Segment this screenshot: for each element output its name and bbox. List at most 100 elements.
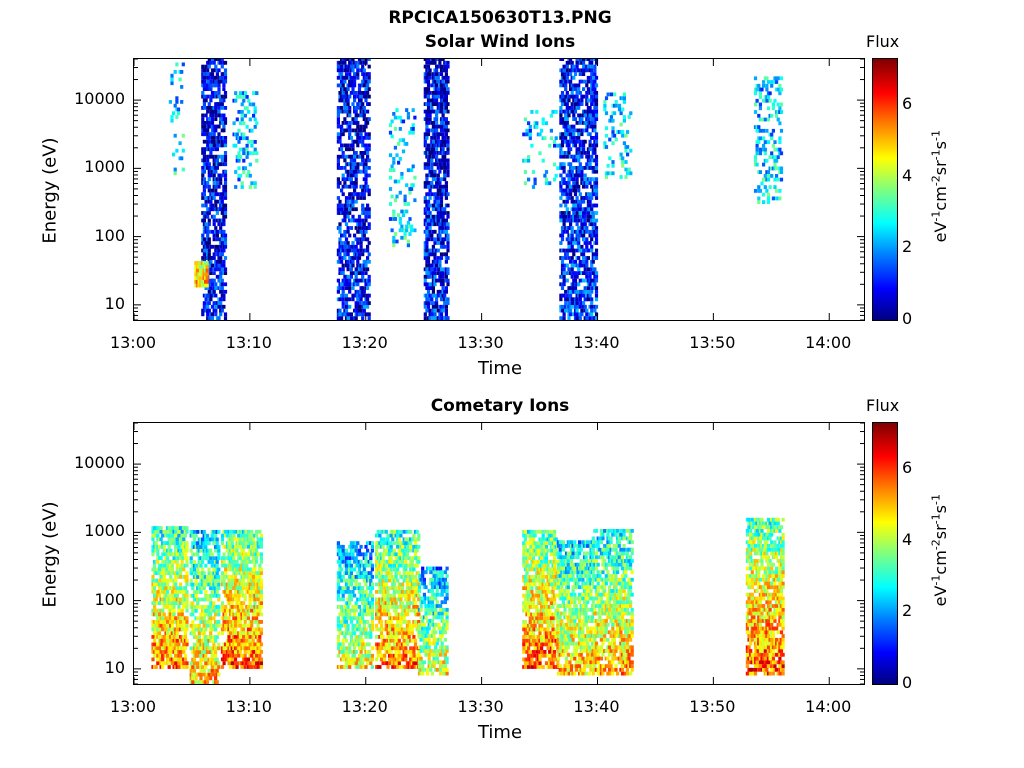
flux-cell [219, 301, 223, 305]
flux-cell [608, 137, 612, 142]
flux-cell [575, 211, 579, 215]
flux-cell [162, 548, 166, 553]
flux-cell [247, 170, 251, 174]
flux-cell [768, 98, 772, 103]
flux-cell [763, 185, 767, 189]
flux-cell [156, 635, 160, 639]
flux-cell [778, 189, 782, 193]
flux-cell [250, 623, 254, 628]
flux-cell [233, 623, 238, 628]
flux-cell [242, 132, 246, 137]
flux-cell [207, 316, 211, 320]
flux-cell [444, 308, 448, 313]
flux-cell [338, 244, 342, 249]
flux-cell [204, 657, 208, 662]
flux-cell [222, 646, 226, 651]
flux-cell [235, 95, 239, 99]
flux-cell [212, 60, 216, 65]
flux-cell [364, 259, 368, 264]
flux-cell [151, 635, 155, 639]
flux-cell [215, 147, 219, 152]
flux-cell [183, 533, 187, 538]
flux-cell [582, 68, 586, 73]
flux-cell [204, 612, 208, 617]
flux-cell [201, 196, 205, 200]
flux-cell [361, 316, 365, 320]
flux-cell [356, 72, 360, 76]
flux-cell [575, 128, 579, 133]
flux-cell [170, 608, 174, 613]
flux-cell [238, 612, 242, 617]
flux-cell [357, 214, 362, 219]
flux-cell [590, 154, 594, 159]
flux-cell [162, 593, 166, 598]
flux-cell [588, 124, 592, 129]
flux-cell [344, 316, 349, 320]
flux-cell [162, 586, 166, 590]
flux-cell [175, 627, 179, 632]
flux-cell [572, 199, 576, 204]
flux-cell [336, 162, 340, 167]
flux-cell [202, 68, 206, 73]
flux-cell [223, 143, 228, 148]
flux-cell [204, 563, 208, 568]
flux-cell [340, 64, 344, 69]
flux-cell [428, 233, 432, 238]
flux-cell [205, 638, 209, 643]
flux-cell [540, 128, 544, 133]
flux-cell [194, 582, 198, 587]
flux-cell [408, 232, 412, 236]
flux-cell [245, 541, 249, 545]
flux-cell [528, 132, 532, 137]
flux-cell [403, 194, 407, 199]
flux-cell [428, 91, 432, 95]
flux-cell [232, 597, 236, 602]
flux-cell [569, 173, 573, 178]
flux-cell [217, 177, 221, 182]
flux-cell [212, 680, 216, 684]
flux-cell [367, 136, 371, 140]
flux-cell [215, 192, 219, 197]
flux-cell [220, 136, 224, 140]
flux-cell [436, 136, 440, 140]
flux-cell [175, 107, 179, 112]
flux-cell [214, 226, 218, 230]
flux-cell [338, 72, 342, 76]
flux-cell [175, 556, 179, 560]
flux-cell [250, 620, 254, 624]
flux-cell [776, 102, 780, 107]
flux-cell [357, 136, 362, 140]
flux-cell [223, 72, 228, 76]
flux-cell [441, 278, 445, 283]
flux-cell [356, 259, 360, 264]
flux-cell [201, 151, 205, 155]
flux-cell [219, 177, 223, 182]
flux-cell [212, 139, 216, 144]
flux-cell [238, 556, 242, 560]
flux-cell [588, 143, 592, 148]
flux-cell [435, 64, 439, 69]
flux-cell [170, 533, 174, 538]
flux-cell [349, 274, 353, 279]
flux-cell [578, 143, 582, 148]
flux-cell [217, 274, 221, 279]
flux-cell [210, 128, 215, 133]
flux-cell [245, 529, 249, 534]
flux-cell [204, 556, 208, 561]
flux-cell [562, 278, 566, 283]
flux-cell [185, 541, 189, 545]
flux-cell [575, 166, 579, 170]
flux-cell [229, 631, 233, 636]
flux-cell [556, 166, 560, 171]
flux-cell [204, 199, 208, 204]
flux-cell [441, 271, 445, 275]
flux-cell [209, 620, 213, 624]
flux-cell [624, 167, 628, 172]
flux-cell [356, 271, 360, 275]
flux-cell [181, 62, 185, 67]
flux-cell [443, 151, 447, 155]
flux-cell [159, 590, 163, 594]
flux-cell [356, 106, 360, 110]
flux-cell [235, 571, 239, 575]
x-tick-label: 13:30 [457, 333, 504, 352]
